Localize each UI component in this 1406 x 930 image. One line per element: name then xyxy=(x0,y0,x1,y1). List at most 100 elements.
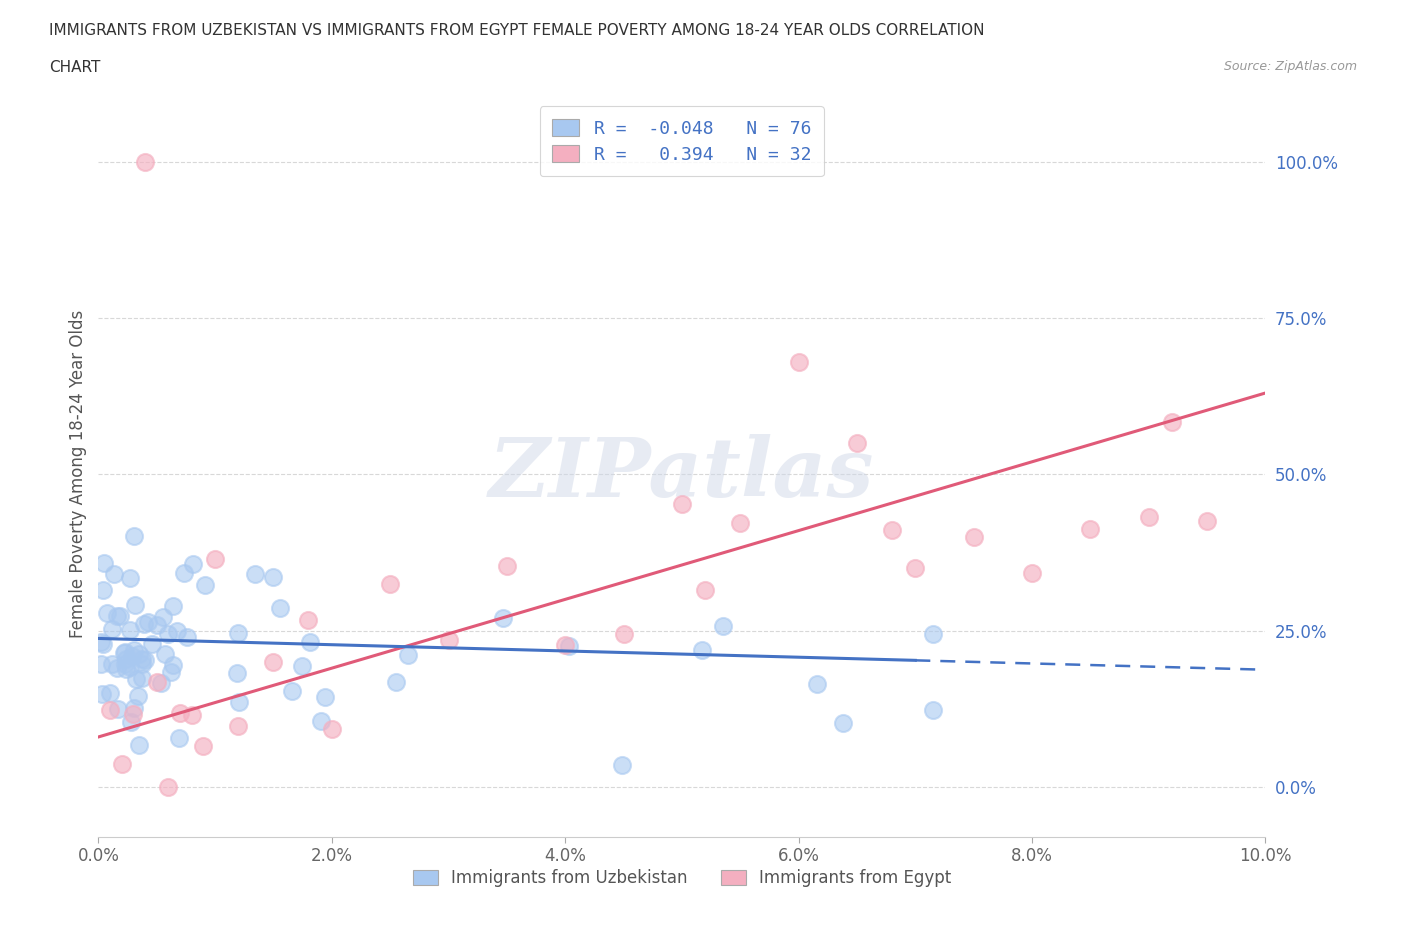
Point xyxy=(152,609,174,624)
Point xyxy=(149,676,172,691)
Point xyxy=(122,643,145,658)
Point xyxy=(101,621,124,636)
Point xyxy=(180,708,202,723)
Point xyxy=(1137,510,1160,525)
Point xyxy=(314,689,336,704)
Point xyxy=(204,551,226,566)
Point xyxy=(111,757,134,772)
Point xyxy=(110,608,132,623)
Point xyxy=(146,674,169,689)
Point xyxy=(105,608,128,623)
Point xyxy=(128,737,150,752)
Point xyxy=(98,702,121,717)
Point xyxy=(711,618,734,633)
Point xyxy=(309,713,332,728)
Point xyxy=(91,686,114,701)
Point xyxy=(157,779,180,794)
Point xyxy=(156,627,179,642)
Point xyxy=(554,638,576,653)
Point xyxy=(904,561,927,576)
Point xyxy=(558,639,581,654)
Point xyxy=(291,658,314,673)
Point xyxy=(124,529,146,544)
Point xyxy=(228,695,250,710)
Point xyxy=(299,634,322,649)
Text: IMMIGRANTS FROM UZBEKISTAN VS IMMIGRANTS FROM EGYPT FEMALE POVERTY AMONG 18-24 Y: IMMIGRANTS FROM UZBEKISTAN VS IMMIGRANTS… xyxy=(49,23,984,38)
Point xyxy=(281,684,304,698)
Point xyxy=(118,571,141,586)
Point xyxy=(134,653,156,668)
Point xyxy=(380,577,402,591)
Point xyxy=(437,632,460,647)
Point xyxy=(122,707,145,722)
Point xyxy=(131,652,153,667)
Point xyxy=(1197,513,1219,528)
Point xyxy=(243,567,266,582)
Point xyxy=(96,605,118,620)
Point xyxy=(120,714,142,729)
Point xyxy=(127,688,149,703)
Point xyxy=(225,666,247,681)
Text: ZIPatlas: ZIPatlas xyxy=(489,434,875,514)
Point xyxy=(695,583,717,598)
Point xyxy=(120,622,142,637)
Point xyxy=(159,665,181,680)
Point xyxy=(90,656,112,671)
Point xyxy=(1161,415,1184,430)
Point xyxy=(146,618,169,632)
Point xyxy=(105,660,128,675)
Text: Source: ZipAtlas.com: Source: ZipAtlas.com xyxy=(1223,60,1357,73)
Point xyxy=(922,627,945,642)
Point xyxy=(496,559,519,574)
Point xyxy=(132,617,155,631)
Point xyxy=(112,645,135,660)
Legend: Immigrants from Uzbekistan, Immigrants from Egypt: Immigrants from Uzbekistan, Immigrants f… xyxy=(406,863,957,894)
Point xyxy=(173,565,195,580)
Point xyxy=(846,435,869,450)
Point xyxy=(228,625,250,640)
Point xyxy=(162,658,184,672)
Point xyxy=(136,615,159,630)
Point xyxy=(114,644,136,659)
Point xyxy=(166,623,188,638)
Point xyxy=(492,610,515,625)
Point xyxy=(114,657,136,671)
Point xyxy=(121,648,143,663)
Point xyxy=(269,600,291,615)
Point xyxy=(153,647,176,662)
Point xyxy=(228,718,250,733)
Point xyxy=(297,613,319,628)
Point xyxy=(134,154,156,169)
Point xyxy=(671,497,693,512)
Point xyxy=(806,676,828,691)
Point xyxy=(831,715,853,730)
Point xyxy=(263,655,285,670)
Point xyxy=(612,758,634,773)
Point xyxy=(141,636,163,651)
Point xyxy=(396,647,419,662)
Point xyxy=(384,675,406,690)
Point xyxy=(114,652,136,667)
Point xyxy=(321,722,343,737)
Point xyxy=(194,578,217,592)
Point xyxy=(118,659,141,674)
Point xyxy=(730,515,752,530)
Point xyxy=(107,701,129,716)
Text: CHART: CHART xyxy=(49,60,101,75)
Point xyxy=(131,671,153,685)
Point xyxy=(1021,565,1043,580)
Point xyxy=(193,739,215,754)
Point xyxy=(98,685,121,700)
Point xyxy=(90,634,112,649)
Point xyxy=(122,701,145,716)
Point xyxy=(613,626,636,641)
Point xyxy=(787,354,810,369)
Point xyxy=(91,582,114,597)
Y-axis label: Female Poverty Among 18-24 Year Olds: Female Poverty Among 18-24 Year Olds xyxy=(69,311,87,638)
Point xyxy=(101,657,124,671)
Point xyxy=(131,657,153,671)
Point xyxy=(169,731,191,746)
Point xyxy=(880,522,903,537)
Point xyxy=(124,597,146,612)
Point xyxy=(262,570,284,585)
